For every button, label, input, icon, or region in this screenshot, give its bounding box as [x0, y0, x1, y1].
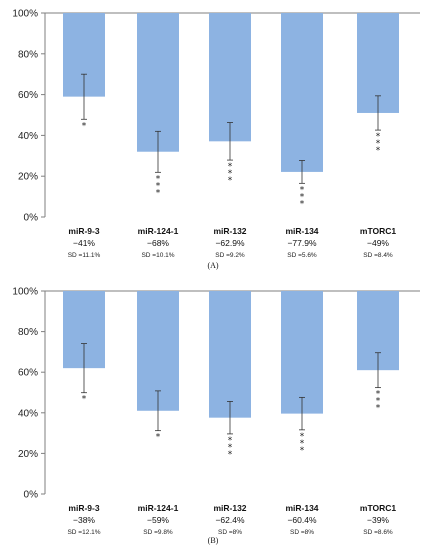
sd-label: SD =9.2%	[215, 252, 245, 259]
significance-star: *	[376, 139, 381, 149]
y-tick-label: 80%	[18, 327, 38, 338]
significance-star: *	[156, 433, 161, 443]
significance-star: *	[300, 432, 305, 442]
reduction-label: −62.4%	[215, 515, 245, 525]
category-label: mTORC1	[360, 503, 396, 513]
sd-label: SD =12.1%	[67, 529, 100, 536]
bar	[281, 13, 323, 172]
significance-star: *	[300, 446, 305, 456]
significance-star: *	[228, 162, 233, 172]
y-tick-label: 40%	[18, 131, 38, 142]
y-tick-label: 0%	[24, 213, 39, 224]
bar	[281, 291, 323, 414]
sd-label: SD =10.1%	[141, 252, 174, 259]
reduction-label: −49%	[367, 238, 389, 248]
y-tick-label: 20%	[18, 172, 38, 183]
significance-star: *	[300, 192, 305, 202]
significance-star: *	[376, 397, 381, 407]
category-label: miR-134	[285, 226, 318, 236]
significance-star: *	[376, 146, 381, 156]
panel-label: (A)	[207, 261, 218, 270]
y-tick-label: 40%	[18, 408, 38, 419]
significance-marker: ***	[300, 432, 305, 456]
significance-marker: ***	[228, 162, 233, 186]
significance-star: *	[376, 390, 381, 400]
reduction-label: −68%	[147, 238, 169, 248]
significance-star: *	[82, 121, 87, 131]
significance-star: *	[228, 176, 233, 186]
y-tick-label: 60%	[18, 90, 38, 101]
category-label: miR-132	[213, 503, 246, 513]
significance-marker: ***	[376, 132, 381, 156]
category-label: miR-124-1	[138, 503, 179, 513]
reduction-label: −77.9%	[287, 238, 317, 248]
significance-marker: ***	[228, 436, 233, 460]
significance-marker: ***	[376, 390, 381, 414]
reduction-label: −60.4%	[287, 515, 317, 525]
reduction-label: −41%	[73, 238, 95, 248]
category-label: mTORC1	[360, 226, 396, 236]
sd-label: SD =11.1%	[68, 252, 101, 259]
significance-star: *	[376, 132, 381, 142]
reduction-label: −39%	[367, 515, 389, 525]
category-label: miR-134	[285, 503, 318, 513]
significance-star: *	[228, 450, 233, 460]
significance-star: *	[300, 199, 305, 209]
sd-label: SD =8.4%	[363, 252, 393, 259]
significance-marker: *	[82, 395, 87, 405]
significance-star: *	[228, 443, 233, 453]
y-tick-label: 100%	[12, 9, 38, 20]
category-label: miR-132	[213, 226, 246, 236]
chart-panel-b: 0% 20% 40% 60% 80% 100% * miR-9-3 −38% SD =12.1% *…	[12, 287, 420, 545]
reduction-label: −38%	[73, 515, 95, 525]
significance-marker: ***	[156, 174, 161, 198]
panel-label: (B)	[208, 536, 219, 545]
y-tick-label: 20%	[18, 449, 38, 460]
significance-star: *	[82, 395, 87, 405]
y-tick-label: 100%	[12, 287, 38, 298]
sd-label: SD =9.8%	[143, 529, 173, 536]
significance-star: *	[300, 185, 305, 195]
chart-panel-a: 0% 20% 40% 60% 80% 100% * miR-9-3 −41% SD =11.1% *…	[12, 9, 420, 270]
significance-star: *	[376, 404, 381, 414]
significance-marker: *	[82, 121, 87, 131]
significance-star: *	[228, 169, 233, 179]
bar	[209, 291, 251, 418]
y-tick-label: 60%	[18, 368, 38, 379]
significance-star: *	[156, 181, 161, 191]
bar	[137, 13, 179, 152]
significance-marker: *	[156, 433, 161, 443]
category-label: miR-124-1	[138, 226, 179, 236]
reduction-label: −59%	[147, 515, 169, 525]
significance-marker: ***	[300, 185, 305, 209]
sd-label: SD =8%	[290, 529, 314, 536]
sd-label: SD =8%	[218, 529, 242, 536]
significance-star: *	[156, 174, 161, 184]
bar	[209, 13, 251, 142]
category-label: miR-9-3	[68, 503, 99, 513]
reduction-label: −62.9%	[215, 238, 245, 248]
significance-star: *	[156, 188, 161, 198]
y-tick-label: 80%	[18, 49, 38, 60]
significance-star: *	[228, 436, 233, 446]
significance-star: *	[300, 439, 305, 449]
sd-label: SD =8.6%	[363, 529, 393, 536]
sd-label: SD =5.6%	[287, 252, 317, 259]
category-label: miR-9-3	[68, 226, 99, 236]
y-tick-label: 0%	[24, 490, 39, 501]
